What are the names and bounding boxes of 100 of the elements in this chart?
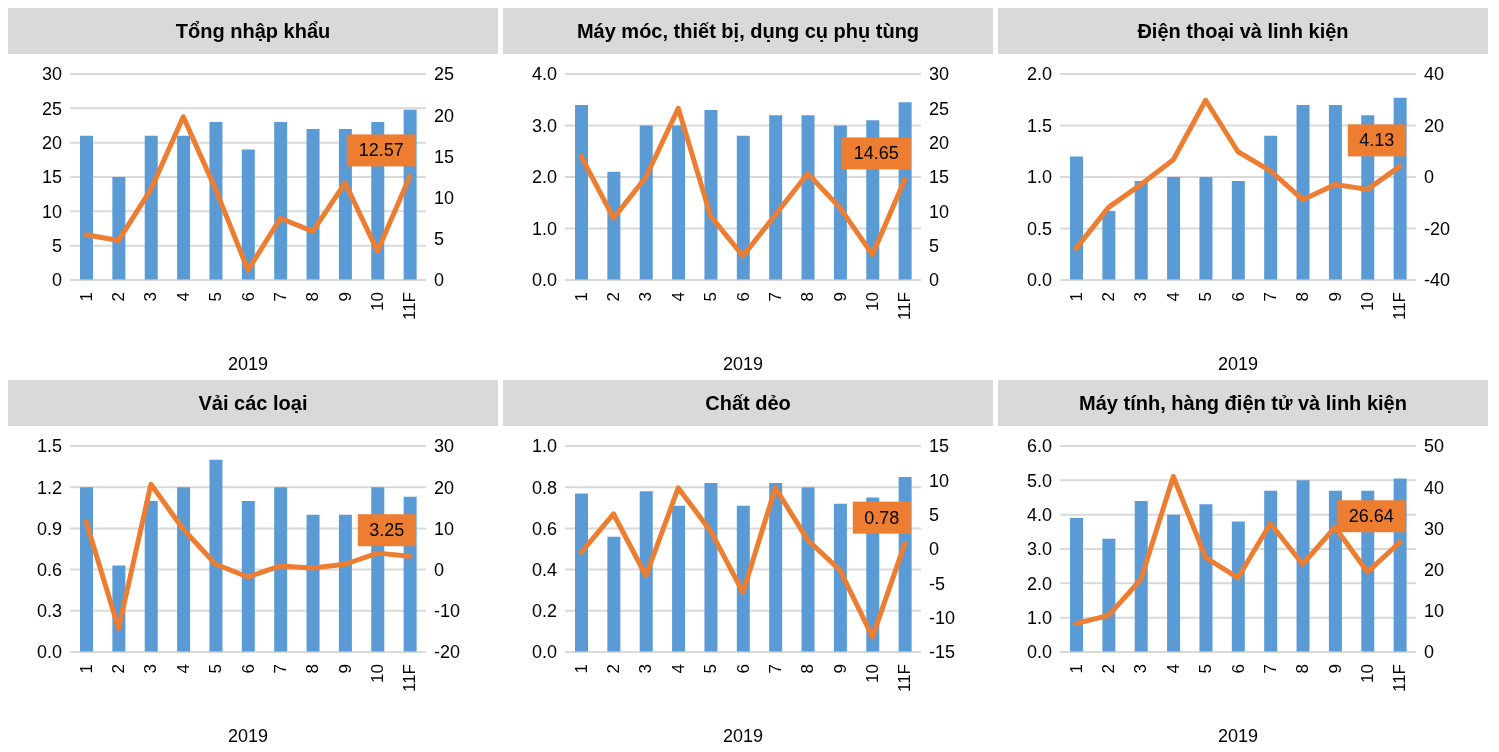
y-tick-label: 20	[41, 133, 62, 154]
chart-title: Điện thoại và linh kiện	[998, 8, 1488, 54]
bar	[1167, 514, 1181, 652]
y-tick-label: 0.0	[531, 270, 557, 291]
x-tick-label: 8	[1293, 664, 1313, 674]
chart-title: Vải các loại	[8, 380, 498, 426]
x-tick-label: 9	[830, 292, 850, 302]
bar	[769, 115, 783, 280]
y-tick-label: 0.0	[36, 642, 62, 663]
y2-tick-label: -20	[434, 642, 461, 663]
bar	[607, 536, 621, 652]
y2-tick-label: 5	[929, 505, 940, 526]
x-tick-label: 9	[1325, 664, 1345, 674]
y2-tick-label: -10	[434, 601, 461, 622]
chart-title: Chất dẻo	[503, 380, 993, 426]
x-tick-label: 5	[701, 664, 721, 674]
x-tick-label: 3	[141, 664, 161, 674]
bar	[274, 122, 288, 280]
y2-tick-label: -40	[1424, 270, 1451, 291]
y2-tick-label: 15	[929, 436, 950, 457]
bar	[144, 500, 158, 652]
y-tick-label: 4.0	[531, 64, 557, 85]
bar	[1134, 181, 1148, 280]
bar	[1264, 135, 1278, 280]
bar	[639, 491, 653, 652]
y-tick-label: 0.5	[1026, 218, 1052, 239]
y2-tick-label: 0	[929, 539, 940, 560]
x-tick-label: 7	[765, 292, 785, 302]
y2-tick-label: 10	[1424, 601, 1445, 622]
x-tick-label: 2	[109, 664, 129, 674]
bar	[736, 135, 750, 280]
x-tick-label: 9	[335, 664, 355, 674]
y2-tick-label: 0	[1424, 642, 1435, 663]
y-tick-label: 0.8	[531, 477, 557, 498]
y2-tick-label: 5	[929, 236, 940, 257]
y-tick-label: 1.5	[36, 436, 62, 457]
y2-tick-label: 25	[434, 64, 455, 85]
bar	[704, 110, 718, 280]
bar	[241, 149, 255, 280]
data-label: 3.25	[369, 520, 405, 541]
x-tick-label: 3	[141, 292, 161, 302]
y2-tick-label: 20	[434, 105, 455, 126]
y2-tick-label: 25	[929, 98, 950, 119]
y-tick-label: 30	[41, 64, 62, 85]
y-tick-label: 1.0	[531, 218, 557, 239]
x-tick-label: 3	[1131, 664, 1151, 674]
data-label: 14.65	[853, 143, 899, 164]
x-tick-label: 6	[238, 292, 258, 302]
bar	[1070, 518, 1083, 652]
x-tick-label: 11F	[400, 664, 420, 693]
x-tick-label: 4	[173, 664, 193, 674]
bar	[338, 514, 352, 652]
bar	[672, 505, 686, 652]
y2-tick-label: 50	[1424, 436, 1445, 457]
bar	[1167, 177, 1181, 280]
bar	[177, 135, 191, 280]
y-tick-label: 0.6	[36, 559, 62, 580]
bar	[80, 135, 93, 280]
bar	[736, 505, 750, 652]
y-tick-label: 0	[51, 270, 62, 291]
x-tick-label: 9	[335, 292, 355, 302]
y2-tick-label: 40	[1424, 64, 1445, 85]
x-tick-label: 4	[1163, 292, 1183, 302]
bar	[144, 135, 158, 280]
x-axis-title: 2019	[227, 354, 269, 374]
y-tick-label: 0.2	[531, 601, 557, 622]
bar	[704, 483, 718, 652]
y-tick-label: 25	[41, 98, 62, 119]
bar	[801, 115, 815, 280]
x-tick-label: 11F	[895, 664, 915, 693]
bar	[177, 487, 191, 652]
data-label: 12.57	[358, 140, 404, 161]
bar	[607, 171, 621, 280]
bar	[274, 487, 288, 652]
x-tick-label: 1	[571, 292, 591, 302]
y2-tick-label: 20	[1424, 559, 1445, 580]
bar	[209, 459, 223, 652]
x-tick-label: 3	[636, 292, 656, 302]
data-label: 4.13	[1359, 130, 1395, 151]
x-tick-label: 5	[1196, 664, 1216, 674]
x-tick-label: 6	[733, 664, 753, 674]
bar	[1296, 480, 1310, 652]
y-tick-label: 0.0	[531, 642, 557, 663]
y2-tick-label: 40	[1424, 477, 1445, 498]
chart-title: Tổng nhập khẩu	[8, 8, 498, 54]
data-label: 0.78	[864, 507, 900, 528]
bar	[833, 503, 847, 652]
y-tick-label: 2.0	[531, 167, 557, 188]
x-tick-label: 6	[733, 292, 753, 302]
x-axis-title: 2019	[1217, 726, 1259, 746]
y-tick-label: 1.0	[1026, 167, 1052, 188]
y2-tick-label: -15	[929, 642, 956, 663]
x-tick-label: 8	[303, 292, 323, 302]
x-axis-title: 2019	[722, 726, 764, 746]
y-tick-label: 0.3	[36, 601, 62, 622]
bar	[1199, 504, 1213, 652]
x-tick-label: 7	[270, 292, 290, 302]
y-tick-label: 0.4	[531, 559, 557, 580]
data-label: 26.64	[1348, 506, 1394, 527]
y2-tick-label: 0	[434, 270, 445, 291]
